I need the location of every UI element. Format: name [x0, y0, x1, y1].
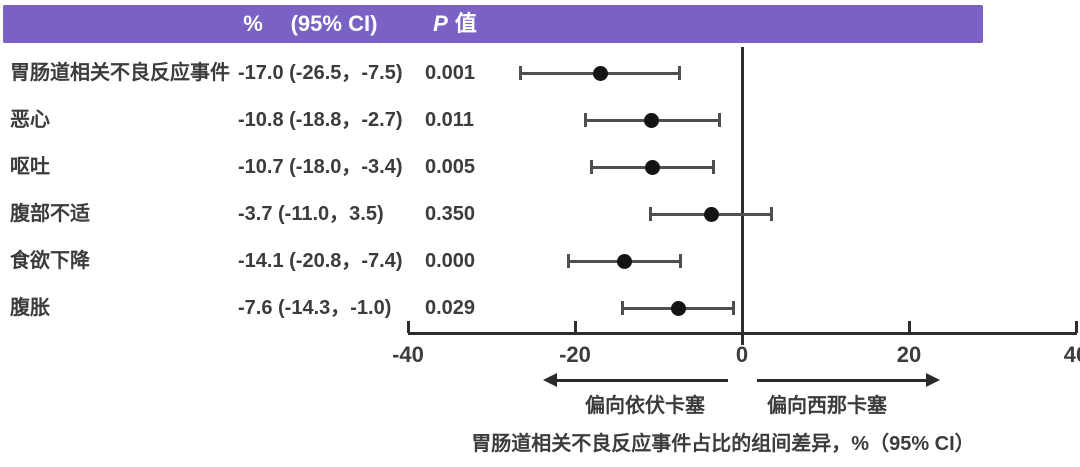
- error-bar-cap-right: [769, 207, 773, 221]
- row-p-value: 0.000: [425, 250, 476, 272]
- table-header-bar: [3, 5, 983, 43]
- zero-reference-line: [740, 47, 744, 345]
- left-direction-arrow: [543, 373, 728, 387]
- error-bar-cap-left: [566, 254, 570, 268]
- right-direction-arrow: [757, 373, 940, 387]
- row-value-ci: -17.0 (-26.5，-7.5): [238, 62, 403, 84]
- point-estimate-marker: [671, 300, 687, 316]
- row-label: 腹胀: [10, 297, 50, 319]
- point-estimate-marker: [703, 206, 719, 222]
- point-estimate-marker: [616, 253, 632, 269]
- header-ci-label: (95% CI): [290, 11, 378, 36]
- error-bar-cap-right: [717, 113, 721, 127]
- error-bar-cap-right: [712, 160, 716, 174]
- x-axis-tick-label: 20: [896, 342, 922, 367]
- row-p-value: 0.001: [425, 62, 476, 84]
- row-label: 胃肠道相关不良反应事件: [10, 62, 230, 84]
- point-estimate-marker: [592, 65, 608, 81]
- p-suffix: 值: [454, 11, 477, 36]
- error-bar-cap-left: [648, 207, 652, 221]
- error-bar-cap-left: [583, 113, 587, 127]
- row-value-ci: -7.6 (-14.3，-1.0): [238, 297, 392, 319]
- row-label: 腹部不适: [10, 203, 90, 225]
- x-axis-line: [408, 332, 1077, 335]
- x-axis-tick: [406, 321, 410, 333]
- row-p-value: 0.005: [425, 156, 476, 178]
- x-axis-tick-label: 40: [1063, 342, 1080, 367]
- point-estimate-marker: [644, 112, 660, 128]
- row-value-ci: -10.7 (-18.0，-3.4): [238, 156, 403, 178]
- row-value-ci: -10.8 (-18.8，-2.7): [238, 109, 403, 131]
- row-value-ci: -14.1 (-20.8，-7.4): [238, 250, 403, 272]
- error-bar-cap-right: [678, 254, 682, 268]
- row-p-value: 0.011: [425, 109, 474, 131]
- left-arrowhead-icon: [543, 373, 557, 387]
- p-italic: P: [433, 11, 448, 36]
- error-bar-cap-left: [590, 160, 594, 174]
- error-bar-cap-right: [732, 301, 736, 315]
- row-label: 恶心: [10, 109, 50, 131]
- left-arrow-label: 偏向依伏卡塞: [585, 395, 705, 417]
- x-axis-tick: [573, 321, 577, 333]
- x-axis-tick: [1074, 321, 1078, 333]
- row-value-ci: -3.7 (-11.0，3.5): [238, 203, 384, 225]
- right-arrowhead-icon: [926, 373, 940, 387]
- error-bar-cap-left: [621, 301, 625, 315]
- error-bar-cap-right: [677, 66, 681, 80]
- row-label: 呕吐: [10, 156, 50, 178]
- header-percent-label: %: [243, 11, 263, 36]
- x-axis-tick-label: -20: [559, 342, 591, 367]
- x-axis-title: 胃肠道相关不良反应事件占比的组间差异，%（95% CI）: [471, 433, 975, 455]
- error-bar-cap-left: [519, 66, 523, 80]
- x-axis-tick: [907, 321, 911, 333]
- right-arrow-label: 偏向西那卡塞: [767, 395, 887, 417]
- x-axis-tick-label: 0: [735, 342, 749, 367]
- point-estimate-marker: [645, 159, 661, 175]
- x-axis-tick-label: -40: [392, 342, 424, 367]
- row-label: 食欲下降: [10, 250, 90, 272]
- row-p-value: 0.029: [425, 297, 476, 319]
- x-axis-tick: [740, 321, 744, 333]
- row-p-value: 0.350: [425, 203, 476, 225]
